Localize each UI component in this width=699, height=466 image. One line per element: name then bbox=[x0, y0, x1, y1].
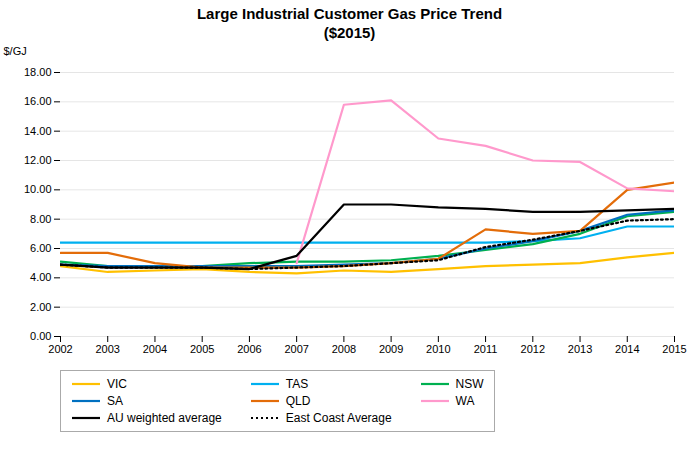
svg-text:2003: 2003 bbox=[95, 343, 119, 355]
svg-text:2013: 2013 bbox=[568, 343, 592, 355]
svg-text:2004: 2004 bbox=[143, 343, 167, 355]
html-text:Large Industrial Customer Gas: Large Industrial Customer Gas Price Tren… bbox=[197, 5, 502, 41]
svg-text:14.00: 14.00 bbox=[24, 125, 52, 137]
svg-text:2008: 2008 bbox=[332, 343, 356, 355]
svg-text:18.00: 18.00 bbox=[24, 66, 52, 78]
svg-text:10.00: 10.00 bbox=[24, 183, 52, 195]
html-text:WA: WA bbox=[455, 394, 475, 408]
html-text:NSW: NSW bbox=[455, 377, 484, 391]
svg-text:2005: 2005 bbox=[190, 343, 214, 355]
svg-text:2011: 2011 bbox=[474, 343, 498, 355]
svg-text:2010: 2010 bbox=[426, 343, 450, 355]
svg-text:8.00: 8.00 bbox=[30, 213, 51, 225]
html-text:East Coast Average: East Coast Average bbox=[285, 411, 392, 425]
svg-text:6.00: 6.00 bbox=[30, 242, 51, 254]
svg-text:2007: 2007 bbox=[284, 343, 308, 355]
svg-text:4.00: 4.00 bbox=[30, 271, 51, 283]
svg-text:16.00: 16.00 bbox=[24, 95, 52, 107]
html-text:TAS: TAS bbox=[285, 377, 309, 391]
svg-text:0.00: 0.00 bbox=[30, 330, 51, 342]
svg-text:2012: 2012 bbox=[521, 343, 545, 355]
svg-text:$/GJ: $/GJ bbox=[4, 45, 27, 57]
svg-text:2009: 2009 bbox=[379, 343, 403, 355]
html-text:VIC: VIC bbox=[107, 377, 127, 391]
svg-text:2014: 2014 bbox=[615, 343, 639, 355]
svg-text:2.00: 2.00 bbox=[30, 301, 51, 313]
html-text:SA: SA bbox=[107, 394, 123, 408]
html-text:QLD: QLD bbox=[285, 394, 311, 408]
svg-text:2002: 2002 bbox=[48, 343, 72, 355]
svg-text:2006: 2006 bbox=[237, 343, 261, 355]
svg-text:2015: 2015 bbox=[662, 343, 686, 355]
html-text:AU weighted average: AU weighted average bbox=[107, 411, 222, 425]
svg-text:12.00: 12.00 bbox=[24, 154, 52, 166]
